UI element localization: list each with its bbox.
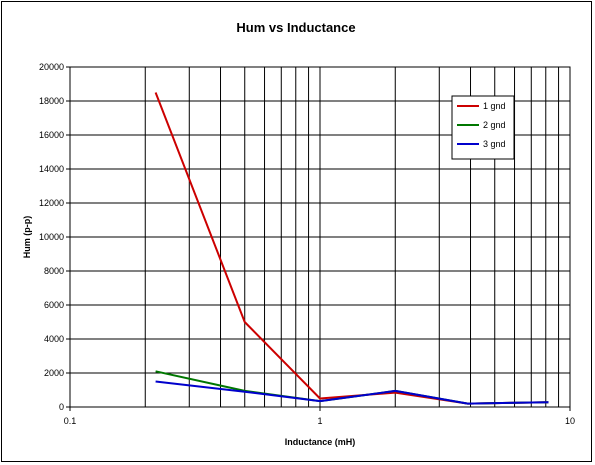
series-line [155,380,549,405]
y-tick-label: 2000 [44,368,64,378]
legend: 1 gnd 2 gnd 3 gnd [451,95,515,160]
y-tick-label: 12000 [39,198,64,208]
y-axis-ticks: 0 2000 4000 6000 8000 10000 12000 14000 16000 180… [39,62,70,412]
x-axis-label: Inductance (mH) [285,437,356,447]
legend-label: 2 gnd [483,120,506,130]
y-tick-label: 20000 [39,62,64,72]
y-tick-label: 18000 [39,96,64,106]
y-tick-label: 16000 [39,130,64,140]
series-group [154,92,549,405]
y-tick-label: 8000 [44,266,64,276]
y-axis-label: Hum (p-p) [22,216,32,259]
x-tick-label: 1 [317,416,322,426]
x-axis-ticks: 0.1 1 10 [64,407,575,426]
y-tick-label: 4000 [44,334,64,344]
y-tick-label: 14000 [39,164,64,174]
legend-label: 1 gnd [483,101,506,111]
x-tick-label: 10 [565,416,575,426]
y-tick-label: 10000 [39,232,64,242]
legend-label: 3 gnd [483,139,506,149]
x-tick-label: 0.1 [64,416,77,426]
chart-title: Hum vs Inductance [236,20,355,35]
y-tick-label: 0 [59,402,64,412]
y-tick-label: 6000 [44,300,64,310]
